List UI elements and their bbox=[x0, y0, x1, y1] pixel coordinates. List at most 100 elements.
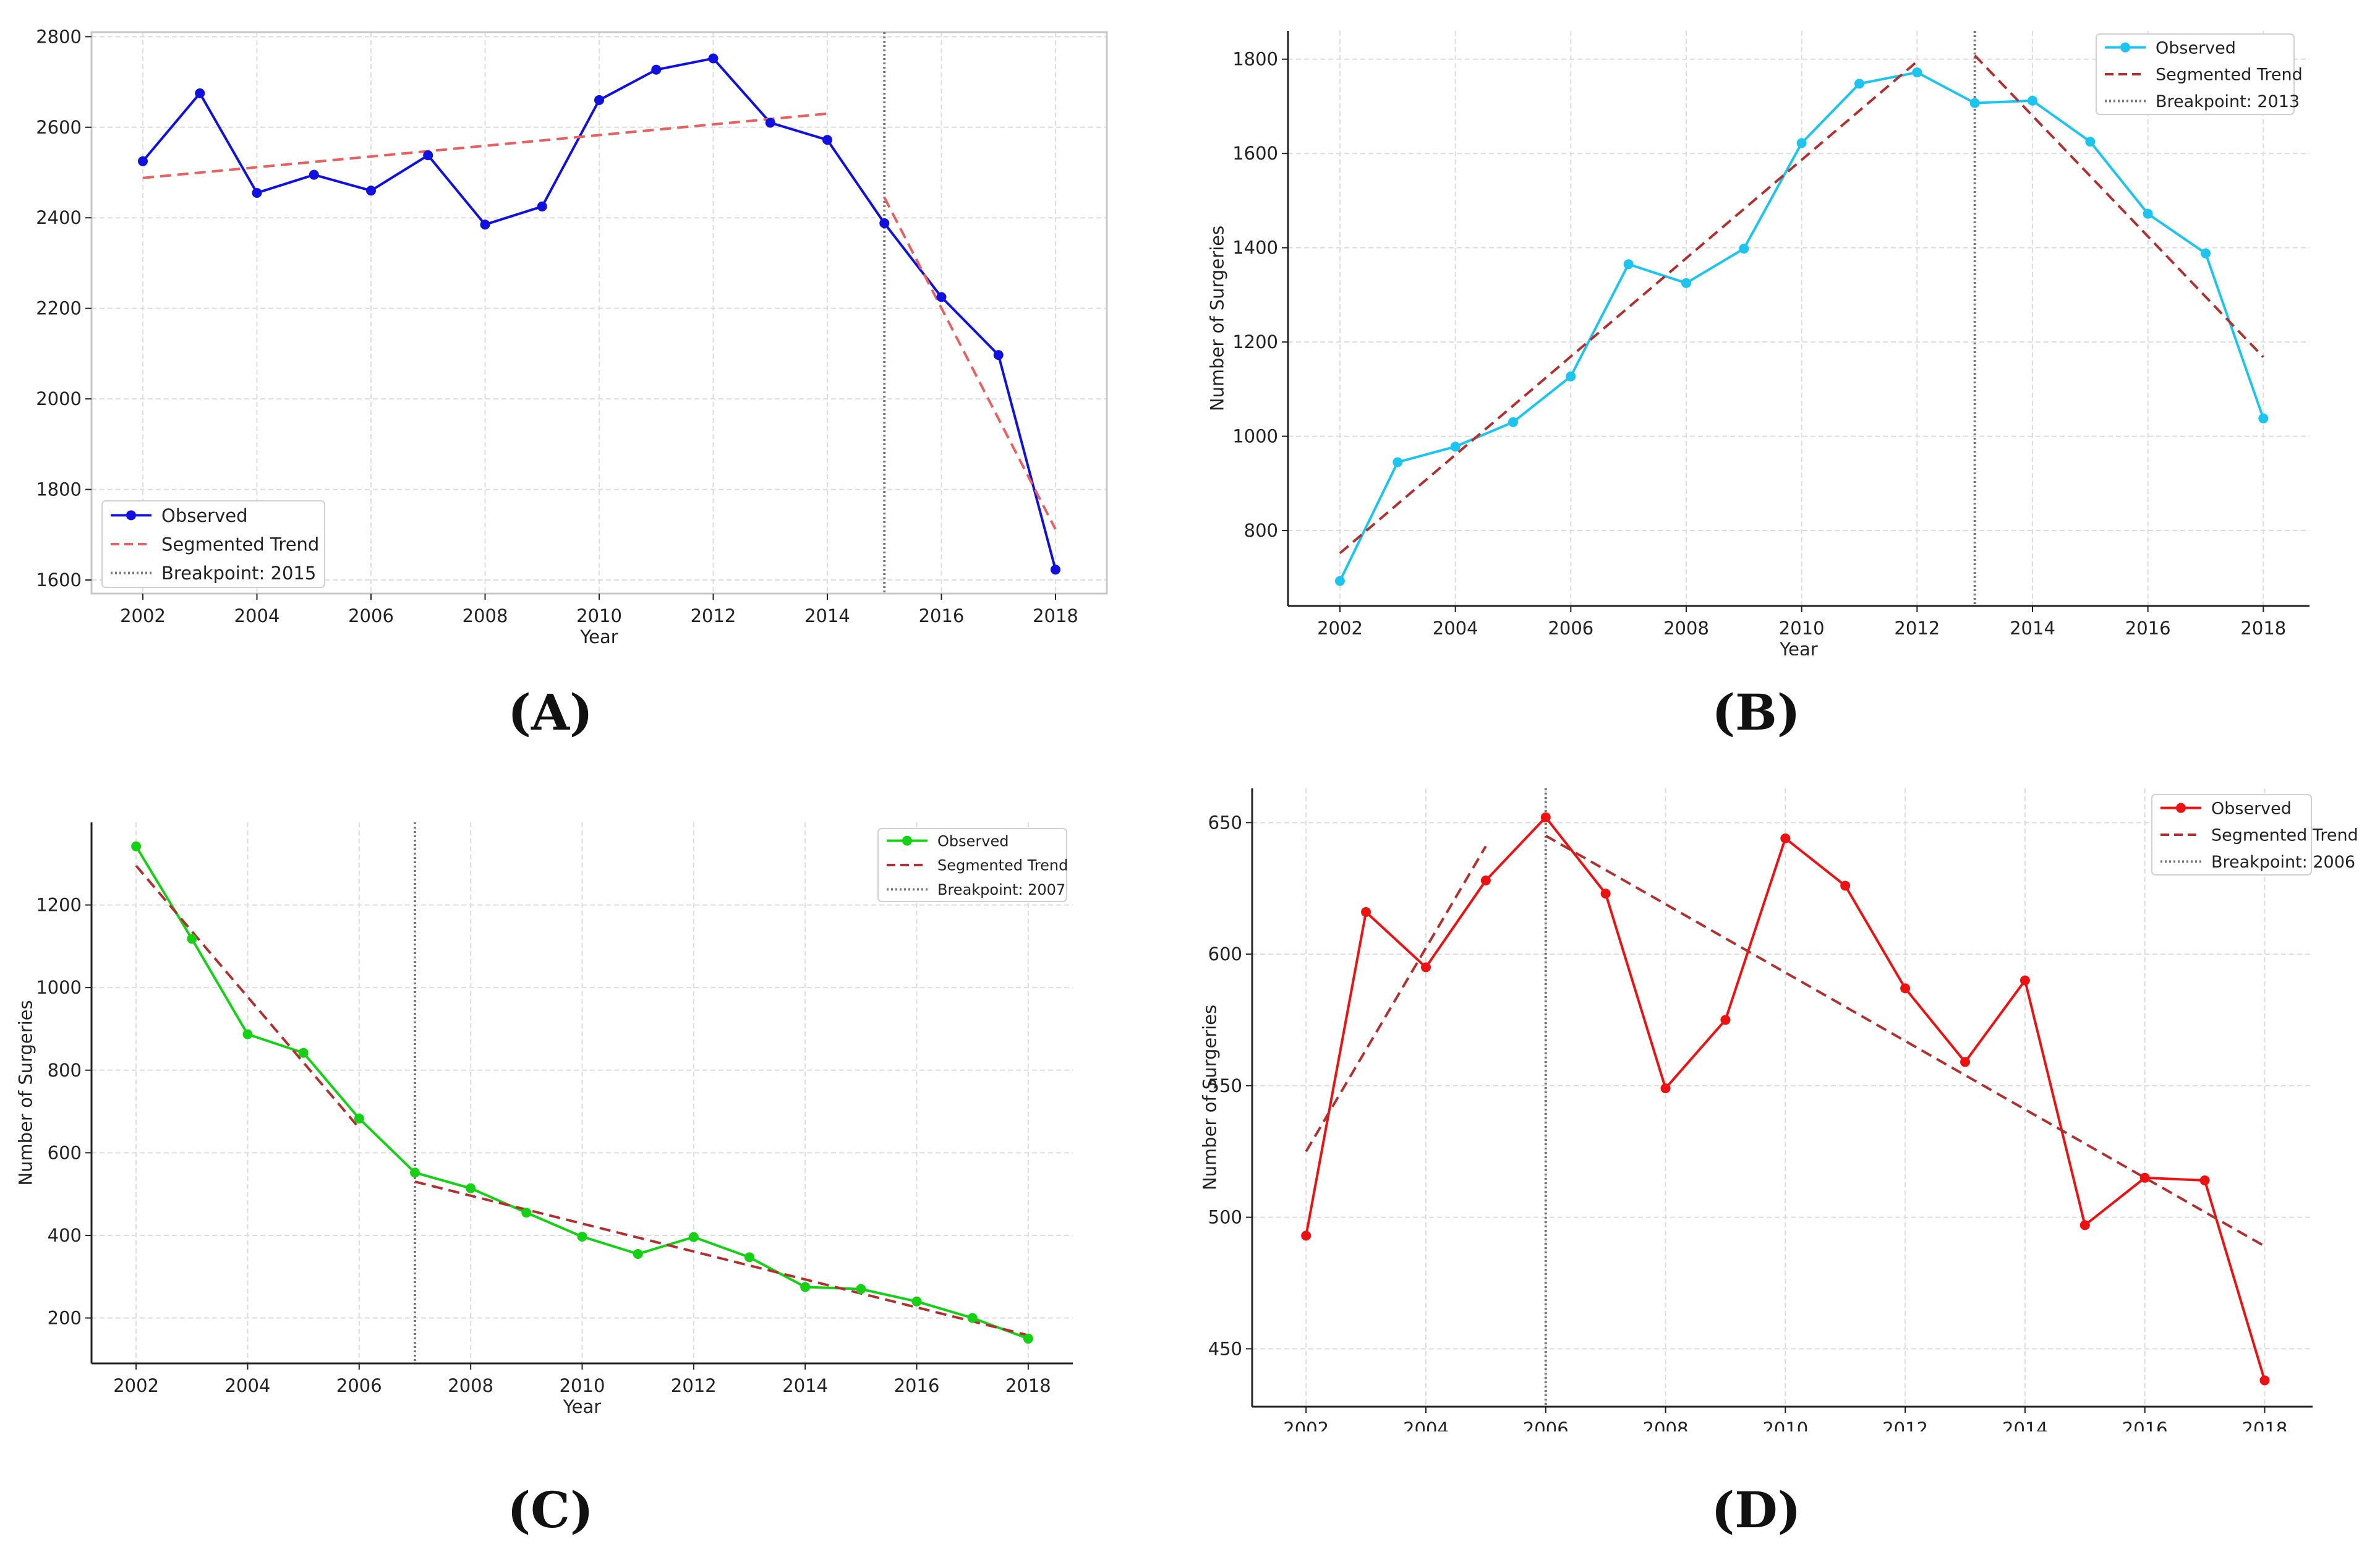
legend-marker bbox=[902, 835, 912, 846]
x-tick-label: 2002 bbox=[1317, 618, 1363, 639]
observed-point bbox=[993, 350, 1004, 360]
observed-point bbox=[195, 88, 205, 98]
trend-segment-1 bbox=[1339, 61, 1918, 555]
observed-point bbox=[1600, 889, 1611, 899]
legend-box bbox=[2096, 33, 2295, 115]
observed-point bbox=[708, 53, 719, 64]
y-tick-label: 600 bbox=[1208, 944, 1242, 965]
observed-point bbox=[651, 64, 662, 75]
x-tick-label: 2002 bbox=[120, 605, 166, 626]
observed-point bbox=[2079, 1220, 2090, 1230]
x-axis-label: Year bbox=[1779, 639, 1817, 655]
observed-point bbox=[2259, 1375, 2270, 1386]
legend-label: Segmented Trend bbox=[2211, 826, 2358, 845]
observed-point bbox=[252, 187, 262, 198]
observed-point bbox=[1540, 812, 1551, 822]
legend-label: Observed bbox=[2156, 38, 2236, 58]
x-tick-label: 2004 bbox=[1433, 618, 1478, 639]
observed-point bbox=[1361, 907, 1371, 917]
x-tick-label: 2012 bbox=[671, 1375, 717, 1396]
observed-point bbox=[466, 1183, 476, 1193]
observed-point bbox=[1023, 1333, 1033, 1344]
trend-segment-2 bbox=[1974, 54, 2264, 358]
y-tick-label: 600 bbox=[48, 1142, 82, 1163]
observed-point bbox=[1508, 417, 1518, 427]
legend-label: Segmented Trend bbox=[2156, 66, 2303, 85]
observed-point bbox=[1393, 457, 1403, 467]
y-tick-label: 650 bbox=[1208, 812, 1242, 833]
panel-label-a: (A) bbox=[508, 683, 593, 741]
x-tick-label: 2004 bbox=[234, 605, 280, 626]
x-tick-label: 2014 bbox=[804, 605, 850, 626]
observed-point bbox=[1854, 79, 1864, 89]
panel-label-d: (D) bbox=[1711, 1481, 1801, 1539]
observed-point bbox=[1960, 1057, 1971, 1067]
observed-point bbox=[2201, 248, 2211, 258]
observed-point bbox=[1480, 875, 1491, 885]
trend-segment-1 bbox=[135, 864, 360, 1129]
observed-point bbox=[765, 117, 775, 128]
x-tick-label: 2018 bbox=[2240, 618, 2286, 639]
observed-point bbox=[298, 1047, 309, 1058]
observed-point bbox=[366, 185, 377, 196]
x-axis-label: Year bbox=[579, 626, 618, 647]
chart-panel-a: 2002 2004 2006 2008 2010 2012 2014 2016 2018 1600… bbox=[36, 26, 1108, 647]
trend-segment-2 bbox=[883, 197, 1057, 530]
legend-box bbox=[2151, 794, 2312, 876]
y-tick-label: 800 bbox=[1244, 520, 1278, 541]
y-tick-label: 2200 bbox=[36, 298, 82, 319]
panel-label-b: (B) bbox=[1712, 683, 1801, 741]
x-tick-label: 2016 bbox=[2125, 618, 2171, 639]
x-tick-label: 2016 bbox=[919, 605, 965, 626]
observed-point bbox=[744, 1252, 755, 1263]
legend-label: Observed bbox=[161, 505, 248, 526]
x-tick-label: 2002 bbox=[1283, 1418, 1329, 1431]
x-axis-label: Year bbox=[563, 1396, 601, 1417]
observed-point bbox=[1450, 441, 1461, 452]
observed-point bbox=[1301, 1230, 1312, 1241]
x-tick-label: 2018 bbox=[1005, 1375, 1051, 1396]
y-tick-label: 450 bbox=[1208, 1338, 1242, 1359]
observed-point bbox=[688, 1232, 699, 1242]
legend-label: Breakpoint: 2015 bbox=[161, 563, 316, 584]
observed-point bbox=[521, 1208, 532, 1218]
observed-point bbox=[2028, 95, 2037, 106]
y-tick-label: 400 bbox=[48, 1225, 82, 1246]
y-tick-label: 200 bbox=[48, 1308, 82, 1329]
observed-point bbox=[354, 1113, 364, 1123]
x-tick-label: 2018 bbox=[1033, 605, 1078, 626]
legend-box bbox=[101, 500, 325, 588]
chart-panel-c: 2002 2004 2006 2008 2010 2012 2014 2016 2018 200 4… bbox=[15, 822, 1073, 1417]
observed-point bbox=[409, 1167, 420, 1178]
y-tick-label: 1400 bbox=[1232, 237, 1278, 258]
observed-point bbox=[879, 218, 890, 229]
x-tick-label: 2004 bbox=[225, 1375, 271, 1396]
legend-marker bbox=[126, 510, 136, 521]
observed-point bbox=[911, 1296, 922, 1307]
trend-segment-1 bbox=[1305, 845, 1487, 1153]
x-tick-label: 2006 bbox=[1523, 1418, 1569, 1431]
y-tick-label: 550 bbox=[1208, 1075, 1242, 1096]
x-tick-label: 2010 bbox=[560, 1375, 605, 1396]
observed-point bbox=[1840, 880, 1851, 891]
chart-panel-d: 2002 2004 2006 2008 2010 2012 2014 2016 2018 450 5… bbox=[1200, 788, 2358, 1431]
legend-label: Segmented Trend bbox=[161, 534, 319, 555]
y-axis-label: Number of Surgeries bbox=[15, 1000, 36, 1185]
observed-point bbox=[2085, 137, 2096, 147]
observed-series-line bbox=[1339, 70, 2265, 582]
observed-point bbox=[1681, 278, 1691, 288]
observed-point bbox=[1780, 833, 1791, 843]
observed-point bbox=[537, 201, 547, 211]
observed-point bbox=[309, 169, 319, 180]
observed-point bbox=[480, 220, 490, 230]
legend-label: Breakpoint: 2006 bbox=[2211, 853, 2355, 872]
trend-segment-1 bbox=[142, 112, 828, 179]
observed-point bbox=[1335, 576, 1345, 586]
observed-point bbox=[138, 156, 148, 166]
x-tick-label: 2006 bbox=[1548, 618, 1593, 639]
y-axis-label: Number of Surgeries bbox=[1207, 226, 1228, 411]
y-tick-label: 800 bbox=[48, 1060, 82, 1081]
legend-marker bbox=[2120, 42, 2130, 53]
y-tick-label: 2400 bbox=[36, 207, 82, 228]
legend-label: Breakpoint: 2013 bbox=[2156, 92, 2300, 111]
